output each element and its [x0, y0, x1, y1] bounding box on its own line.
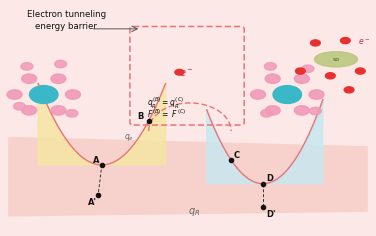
Circle shape [273, 86, 302, 103]
Circle shape [311, 40, 320, 46]
Circle shape [51, 74, 66, 83]
Text: $e^-$: $e^-$ [179, 68, 194, 79]
Circle shape [344, 87, 354, 93]
Text: $e^-$: $e^-$ [358, 38, 371, 47]
Circle shape [261, 110, 273, 117]
Text: $q_e$: $q_e$ [124, 132, 134, 143]
Circle shape [309, 107, 321, 115]
Circle shape [55, 60, 67, 68]
Text: A': A' [88, 198, 97, 207]
Text: $q_R^{(B)}$$=$$q_R^{(C)}$: $q_R^{(B)}$$=$$q_R^{(C)}$ [147, 95, 184, 111]
Text: B: B [137, 112, 144, 121]
Polygon shape [207, 100, 323, 184]
Circle shape [355, 68, 365, 74]
Text: D: D [267, 174, 274, 183]
Circle shape [175, 69, 184, 75]
Circle shape [265, 74, 280, 83]
Text: Electron tunneling
energy barrier: Electron tunneling energy barrier [27, 10, 106, 31]
Circle shape [309, 90, 324, 99]
Circle shape [30, 86, 58, 103]
Circle shape [22, 74, 36, 83]
Circle shape [264, 63, 276, 70]
Circle shape [294, 74, 309, 83]
Circle shape [22, 106, 36, 115]
Polygon shape [8, 137, 368, 217]
Circle shape [302, 65, 314, 72]
Circle shape [296, 68, 305, 74]
Circle shape [340, 38, 350, 44]
Circle shape [51, 106, 66, 115]
Circle shape [21, 63, 33, 70]
Circle shape [265, 106, 280, 115]
Ellipse shape [314, 52, 358, 67]
Circle shape [294, 106, 309, 115]
Text: D': D' [267, 210, 276, 219]
Circle shape [66, 110, 78, 117]
Text: $F^{(B)}$$=$ $F^{(C)}$: $F^{(B)}$$=$ $F^{(C)}$ [147, 108, 186, 120]
Polygon shape [38, 84, 165, 165]
Circle shape [250, 90, 265, 99]
Circle shape [326, 73, 335, 79]
Text: so: so [332, 57, 340, 62]
Circle shape [7, 90, 22, 99]
Text: C: C [234, 151, 240, 160]
Circle shape [65, 90, 80, 99]
Circle shape [14, 102, 26, 110]
Text: A: A [92, 156, 99, 164]
Text: $q_R$: $q_R$ [188, 206, 200, 218]
